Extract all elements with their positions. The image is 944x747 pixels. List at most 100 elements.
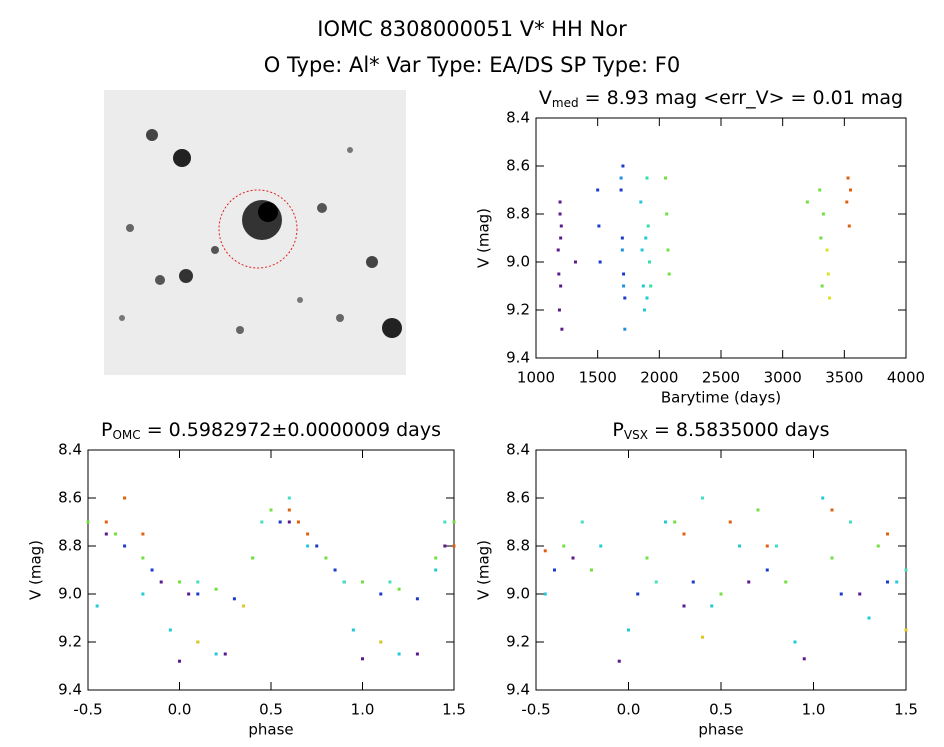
data-point — [644, 236, 648, 240]
data-point — [846, 176, 850, 180]
data-point — [819, 236, 823, 240]
data-point — [622, 284, 626, 288]
data-point — [820, 284, 824, 288]
data-point — [619, 176, 623, 180]
data-point — [904, 568, 908, 572]
data-point — [596, 188, 600, 192]
data-point — [765, 568, 769, 572]
data-point — [828, 296, 832, 300]
data-point — [214, 587, 218, 591]
data-point — [858, 592, 862, 596]
title-sub: OMC — [112, 428, 140, 442]
data-point — [673, 520, 677, 524]
x-axis-label: phase — [248, 721, 293, 739]
data-point — [361, 657, 364, 661]
data-point — [640, 248, 644, 252]
title-rest: = 0.5982972±0.0000009 days — [141, 419, 441, 441]
data-point — [645, 176, 649, 180]
data-point — [559, 224, 563, 228]
data-point — [747, 580, 751, 584]
x-tick-label: 1.5 — [442, 701, 466, 719]
y-axis-label: V (mag) — [475, 208, 493, 268]
data-point — [141, 556, 145, 560]
data-point — [849, 188, 852, 192]
data-point — [269, 508, 273, 512]
y-tick-label: 9.2 — [506, 301, 530, 319]
data-point — [379, 592, 383, 596]
y-tick-label: 8.6 — [506, 489, 530, 507]
y-tick-label: 8.8 — [506, 537, 530, 555]
data-point — [434, 568, 438, 572]
data-point — [622, 272, 626, 276]
data-point — [645, 296, 649, 300]
data-point — [214, 652, 218, 656]
data-point — [793, 640, 797, 644]
data-point — [895, 580, 899, 584]
data-point — [710, 604, 714, 608]
data-point — [361, 580, 364, 584]
data-point — [141, 532, 145, 536]
data-point — [397, 652, 401, 656]
data-point — [805, 200, 809, 204]
data-point — [849, 520, 852, 524]
x-tick-label: 0.0 — [168, 701, 192, 719]
data-point — [904, 628, 908, 632]
data-point — [738, 544, 741, 548]
data-point — [388, 580, 392, 584]
data-point — [580, 520, 584, 524]
y-tick-label: 9.4 — [58, 681, 82, 699]
data-point — [351, 628, 355, 632]
x-axis-label: Barytime (days) — [661, 389, 781, 407]
data-point — [598, 260, 602, 264]
data-point — [287, 520, 291, 524]
y-tick-label: 9.2 — [58, 633, 82, 651]
data-point — [636, 592, 640, 596]
data-point — [123, 496, 127, 500]
data-point — [113, 532, 117, 536]
title-rest: = 8.5835000 days — [648, 419, 830, 441]
y-axis-label: V (mag) — [475, 540, 493, 600]
data-point — [620, 248, 624, 252]
x-tick-label: -0.5 — [73, 701, 102, 719]
y-tick-label: 8.8 — [58, 537, 82, 555]
data-point — [621, 164, 625, 168]
x-axis-label: phase — [698, 721, 743, 739]
x-tick-label: 3000 — [764, 369, 802, 387]
data-point — [560, 327, 564, 331]
title-main: V — [539, 87, 552, 109]
y-tick-label: 8.4 — [506, 441, 530, 459]
data-point — [415, 597, 419, 601]
data-point — [645, 556, 649, 560]
data-point — [667, 272, 671, 276]
y-axis-label: V (mag) — [27, 540, 45, 600]
data-point — [617, 659, 621, 663]
data-point — [765, 544, 769, 548]
chart-title: POMC = 0.5982972±0.0000009 days — [101, 419, 441, 442]
data-point — [104, 520, 108, 524]
x-tick-label: 1.0 — [802, 701, 826, 719]
x-tick-label: 2500 — [702, 369, 740, 387]
data-point — [646, 224, 650, 228]
data-point — [619, 188, 623, 192]
data-point — [643, 308, 647, 312]
data-point — [242, 604, 246, 608]
data-point — [287, 508, 291, 512]
data-point — [86, 520, 90, 524]
data-point — [845, 200, 849, 204]
y-tick-label: 9.4 — [506, 349, 530, 367]
data-point — [821, 496, 825, 500]
y-tick-label: 9.0 — [58, 585, 82, 603]
data-point — [839, 592, 843, 596]
data-point — [196, 592, 200, 596]
data-point — [647, 260, 651, 264]
data-point — [664, 176, 667, 180]
x-tick-label: 0.5 — [259, 701, 283, 719]
data-point — [543, 549, 547, 553]
data-point — [559, 284, 563, 288]
y-tick-label: 8.4 — [506, 109, 530, 127]
data-point — [701, 635, 704, 639]
y-tick-label: 9.4 — [506, 681, 530, 699]
x-tick-label: 1.0 — [351, 701, 375, 719]
data-point — [623, 327, 627, 331]
data-point — [558, 212, 562, 216]
